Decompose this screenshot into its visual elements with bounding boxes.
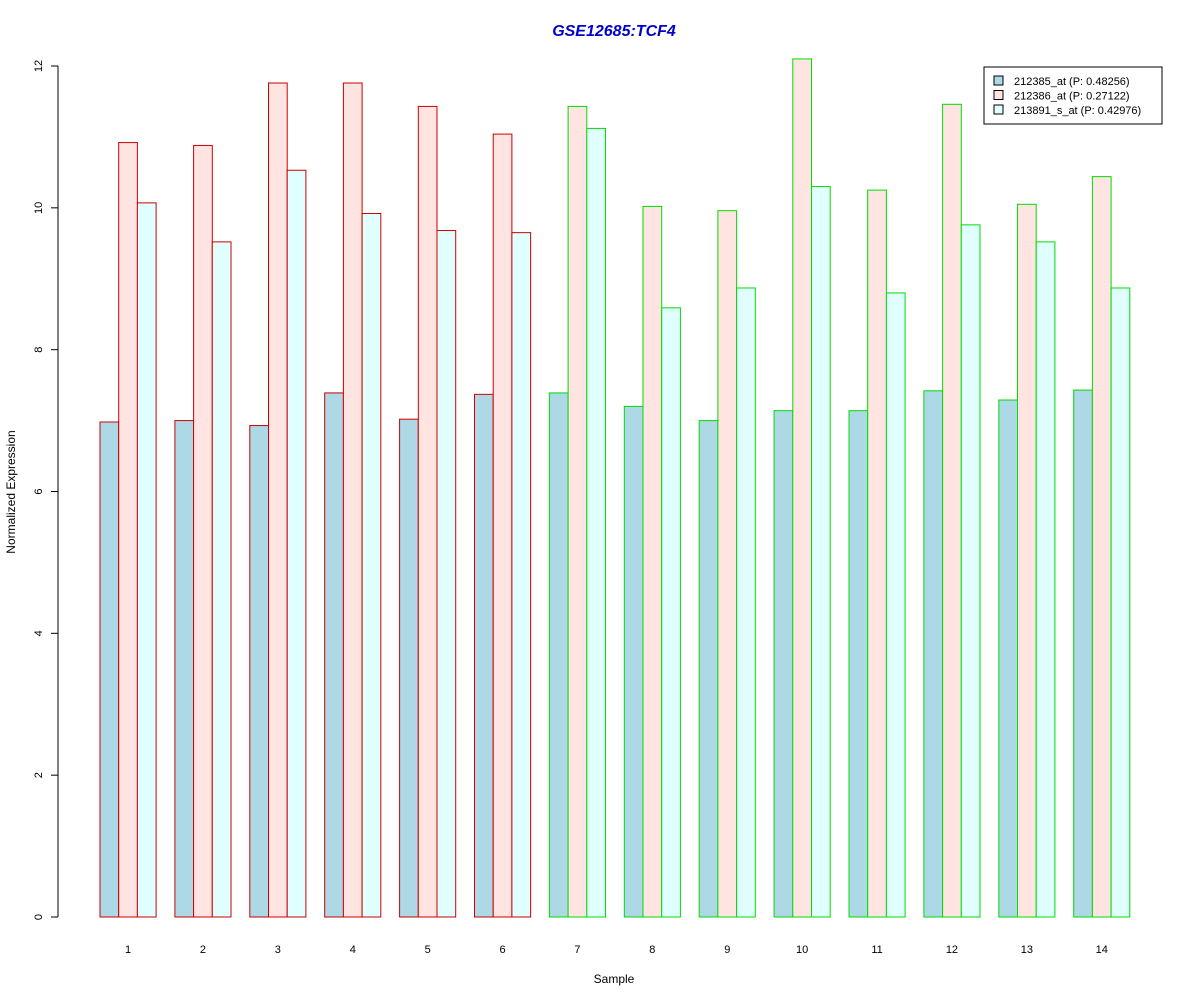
x-tick-label: 5: [425, 944, 431, 956]
y-tick-label: 8: [33, 347, 45, 353]
bar-sample-3-series-1: [249, 425, 270, 918]
legend-label: 213891_s_at (P: 0.42976): [1014, 105, 1141, 117]
bar-sample-9-series-3: [736, 287, 756, 918]
x-tick-label: 2: [200, 944, 206, 956]
bar-sample-10-series-3: [811, 186, 831, 918]
bar-sample-2-series-3: [211, 241, 232, 918]
bar-sample-12-series-3: [960, 224, 981, 918]
legend-swatch: [993, 104, 1004, 115]
bar-sample-11-series-3: [885, 292, 906, 918]
bar-sample-4-series-1: [324, 392, 344, 918]
x-axis-label: Sample: [594, 972, 635, 986]
legend-label: 212386_at (P: 0.27122): [1014, 91, 1130, 103]
bar-sample-6-series-2: [492, 133, 513, 918]
bar-sample-8-series-2: [642, 205, 663, 918]
bar-sample-10-series-2: [792, 58, 812, 918]
bar-sample-6-series-3: [511, 232, 532, 918]
bar-sample-8-series-3: [661, 307, 681, 918]
bar-sample-10-series-1: [773, 410, 794, 918]
x-tick-label: 13: [1021, 944, 1033, 956]
bar-sample-13-series-3: [1035, 241, 1056, 918]
bar-sample-2-series-2: [193, 144, 213, 918]
bar-sample-5-series-1: [399, 418, 419, 918]
x-tick-label: 6: [499, 944, 505, 956]
bar-sample-12-series-1: [923, 390, 944, 918]
bar-sample-14-series-2: [1091, 176, 1112, 918]
bar-sample-12-series-2: [942, 103, 962, 918]
bar-sample-1-series-2: [118, 142, 138, 918]
bar-sample-5-series-2: [417, 105, 438, 918]
y-tick-label: 12: [33, 60, 45, 72]
bar-sample-3-series-3: [286, 169, 307, 918]
bar-sample-4-series-2: [342, 82, 363, 918]
chart-title: GSE12685:TCF4: [552, 23, 676, 40]
x-tick-labels: 1 2 3 4 5 6 7 8 9 10 11 12 13 14: [125, 944, 1108, 956]
x-tick-label: 12: [946, 944, 958, 956]
bar-sample-13-series-1: [998, 399, 1018, 918]
bar-sample-5-series-3: [436, 230, 457, 918]
bar-sample-14-series-3: [1110, 287, 1131, 918]
bar-sample-2-series-1: [174, 420, 195, 918]
x-tick-label: 1: [125, 944, 131, 956]
legend-swatch: [993, 90, 1004, 100]
y-tick-label: 0: [33, 914, 45, 920]
y-tick-label: 6: [33, 488, 45, 494]
bars-group: [99, 58, 1131, 918]
x-tick-label: 7: [574, 944, 580, 956]
y-axis-label: Normalized Expression: [4, 430, 18, 553]
x-tick-label: 3: [275, 944, 281, 956]
bar-sample-9-series-2: [717, 210, 738, 918]
y-tick-label: 4: [33, 630, 45, 636]
x-tick-label: 9: [724, 944, 730, 956]
y-tick-label: 2: [33, 772, 45, 778]
x-tick-label: 11: [871, 944, 882, 956]
bar-sample-1-series-3: [136, 202, 157, 918]
bar-sample-9-series-1: [698, 420, 719, 918]
bar-sample-7-series-3: [586, 127, 606, 918]
x-tick-label: 4: [350, 944, 356, 956]
x-tick-label: 8: [649, 944, 655, 956]
bar-sample-13-series-2: [1017, 203, 1037, 918]
y-tick-label: 10: [33, 202, 45, 214]
legend-box: [983, 66, 1163, 125]
y-axis: 0 2 4 6 8 10 12: [33, 60, 59, 920]
bar-sample-11-series-1: [848, 410, 869, 918]
bar-sample-6-series-1: [474, 393, 494, 918]
legend-label: 212385_at (P: 0.48256): [1014, 76, 1130, 88]
legend: 212385_at (P: 0.48256) 212386_at (P: 0.27…: [983, 66, 1163, 125]
x-tick-label: 10: [796, 944, 808, 956]
legend-swatch: [993, 75, 1004, 86]
bar-sample-4-series-3: [361, 213, 382, 918]
x-tick-label: 14: [1096, 944, 1108, 956]
bar-sample-7-series-1: [548, 392, 569, 918]
bar-sample-7-series-2: [567, 105, 588, 918]
bar-sample-1-series-1: [99, 421, 120, 918]
bar-sample-11-series-2: [867, 189, 887, 918]
bar-sample-3-series-2: [268, 82, 288, 918]
bar-sample-8-series-1: [623, 405, 644, 918]
bar-sample-14-series-1: [1073, 389, 1093, 918]
